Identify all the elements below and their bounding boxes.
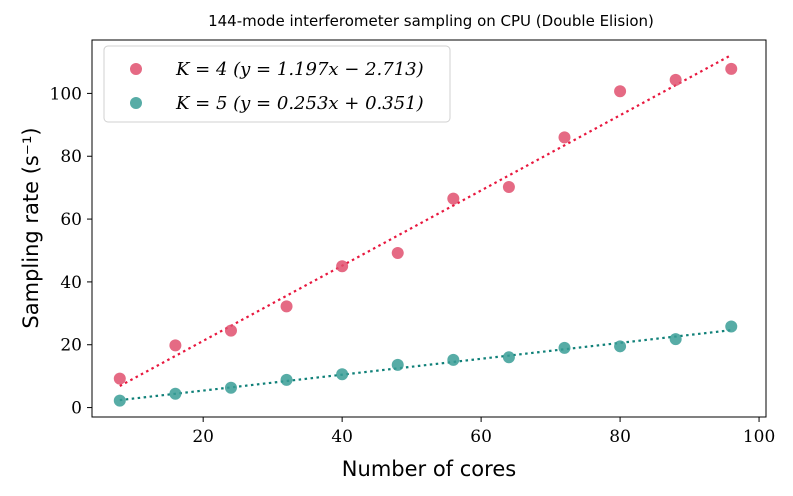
chart-title: 144-mode interferometer sampling on CPU … — [208, 12, 654, 30]
plot-area — [113, 54, 738, 407]
legend-marker-k5 — [130, 97, 142, 109]
data-point-k4 — [280, 300, 293, 313]
data-point-k4 — [502, 181, 515, 194]
data-point-k4 — [169, 339, 182, 352]
data-point-k4 — [224, 324, 237, 337]
data-point-k4 — [669, 73, 682, 86]
data-point-k4 — [391, 247, 404, 260]
plot-frame — [91, 39, 767, 418]
data-point-k5 — [169, 387, 182, 400]
data-point-k5 — [669, 333, 682, 346]
y-tick-label: 20 — [60, 336, 82, 356]
data-point-k4 — [558, 131, 571, 144]
y-tick-label: 0 — [71, 399, 82, 419]
x-tick-label: 100 — [743, 427, 775, 447]
data-point-k4 — [447, 192, 460, 205]
x-tick-label: 40 — [331, 427, 353, 447]
legend-entry-k5: K = 5 (y = 0.253x + 0.351) — [175, 93, 424, 114]
fit-line-k4 — [119, 54, 732, 387]
legend: K = 4 (y = 1.197x − 2.713) K = 5 (y = 0.… — [103, 45, 451, 123]
data-point-k5 — [502, 351, 515, 364]
y-tick-label: 60 — [60, 210, 82, 230]
y-axis-label: Sampling rate (s⁻¹) — [19, 127, 43, 328]
data-point-k4 — [725, 62, 738, 75]
legend-marker-k4 — [130, 63, 142, 75]
legend-entry-k4: K = 4 (y = 1.197x − 2.713) — [175, 59, 424, 80]
data-point-k5 — [224, 381, 237, 394]
data-point-k5 — [113, 394, 126, 407]
x-axis-label: Number of cores — [342, 457, 516, 481]
x-tick-label: 80 — [609, 427, 631, 447]
data-point-k5 — [391, 358, 404, 371]
data-point-k5 — [336, 368, 349, 381]
data-point-k4 — [336, 260, 349, 273]
x-tick-label: 60 — [470, 427, 492, 447]
data-point-k4 — [614, 85, 627, 98]
legend-box — [103, 45, 451, 123]
data-point-k5 — [614, 340, 627, 353]
data-point-k5 — [447, 353, 460, 366]
y-tick-label: 80 — [60, 147, 82, 167]
y-tick-label: 40 — [60, 273, 82, 293]
x-tick-label: 20 — [192, 427, 214, 447]
data-point-k5 — [558, 341, 571, 354]
data-point-k5 — [725, 320, 738, 333]
data-point-k4 — [113, 372, 126, 385]
axis-ticks: 20 40 60 80 100 0 20 40 60 80 100 — [50, 84, 776, 447]
fit-line-k5 — [119, 329, 732, 402]
data-point-k5 — [280, 373, 293, 386]
y-tick-label: 100 — [50, 84, 82, 104]
